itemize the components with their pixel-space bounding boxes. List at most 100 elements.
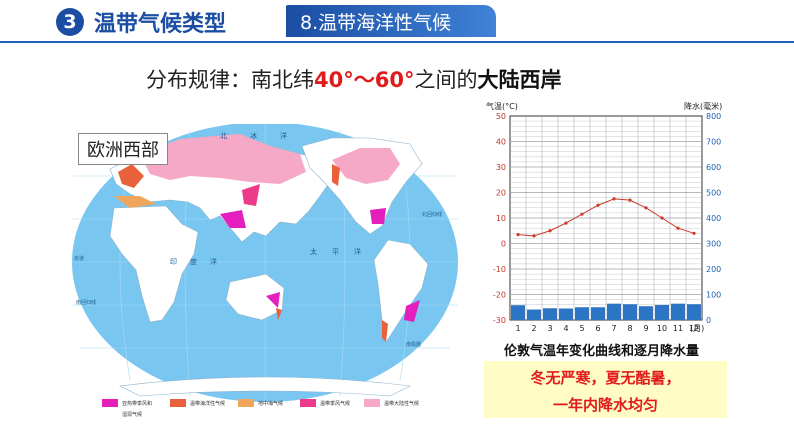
- precip-tick-label: 800: [706, 112, 721, 121]
- map-text-pacific3: 洋: [354, 247, 361, 256]
- zone-temperate-monsoon-asia: [242, 184, 260, 206]
- month-tick-label: 1: [515, 324, 520, 333]
- section-title: 温带气候类型: [94, 12, 227, 37]
- temperature-point-1: [516, 232, 520, 237]
- precip-bars: [511, 303, 701, 320]
- month-ticks: 1 2 3 4 5 6 7 8 9 10 11 12: [515, 324, 699, 333]
- precip-tick-label: 0: [706, 316, 711, 325]
- temp-tick-label: -30: [493, 316, 506, 325]
- temp-tick-label: 0: [501, 240, 506, 249]
- legend-label-temperate-monsoon: 温带季风气候: [320, 401, 351, 407]
- precip-tick-label: 500: [706, 189, 721, 198]
- map-text-tropic-capricorn: 南回归线: [76, 299, 96, 306]
- legend-swatch-subtropical: [102, 399, 118, 407]
- slide-header: 3 温带气候类型 8.温带海洋性气候: [0, 0, 794, 44]
- map-text-antarctic-circle: 南极圈: [406, 341, 421, 348]
- temp-axis-label: 气温(°C): [486, 101, 518, 111]
- precip-bar-10: [655, 304, 669, 320]
- legend-label-subtropical-2: 湿润气候: [122, 412, 143, 418]
- legend-swatch-maritime: [170, 399, 186, 407]
- temperature-point-7: [612, 197, 616, 201]
- map-text-indian3: 洋: [210, 257, 217, 266]
- climate-summary-line2: 一年内降水均匀: [552, 396, 658, 414]
- zone-subtropical-monsoon-na: [370, 208, 386, 224]
- map-legend: 亚热带季风和 湿润气候 温带海洋性气候 地中海气候 温带季风气候 温带大陆性气候: [102, 397, 452, 427]
- climate-summary-box: [484, 361, 727, 418]
- map-text-equator: 赤道: [74, 255, 84, 262]
- temp-tick-label: 50: [496, 112, 506, 121]
- temperature-point-6: [596, 203, 600, 207]
- legend-swatch-mediterranean: [238, 399, 254, 407]
- map-text-ocean1: 洋: [280, 131, 287, 140]
- temperature-point-9: [644, 206, 648, 210]
- month-tick-label: 12: [689, 324, 699, 333]
- precip-axis-label: 降水(毫米): [684, 101, 722, 111]
- month-tick-label: 6: [595, 324, 600, 333]
- map-text-indian1: 印: [170, 258, 177, 266]
- legend-label-mediterranean: 地中海气候: [258, 401, 284, 407]
- temperature-point-5: [580, 212, 584, 216]
- precip-tick-label: 400: [706, 214, 721, 223]
- section-number-badge: 3: [56, 8, 84, 36]
- temperature-point-11: [676, 226, 680, 230]
- header-divider: [0, 41, 794, 43]
- climate-summary-line1: 冬无严寒，夏无酷暑，: [530, 369, 681, 387]
- world-climate-map: 北 冰 洋 太 平 洋 印 度 洋 北回归线 赤道 南回归线 南极圈: [70, 122, 460, 432]
- temperature-point-4: [564, 221, 568, 225]
- legend-swatch-continental: [364, 399, 380, 407]
- month-tick-label: 3: [547, 324, 552, 333]
- map-text-ice: 冰: [250, 131, 257, 140]
- precip-bar-1: [511, 305, 525, 320]
- precip-bar-7: [607, 303, 621, 320]
- zone-temperate-continental-eurasia: [140, 134, 306, 184]
- map-label-western-europe: 欧洲西部: [78, 133, 168, 165]
- map-text-north: 北: [220, 132, 227, 140]
- temperature-curve: [516, 197, 696, 238]
- zone-mediterranean-europe: [114, 196, 156, 208]
- month-tick-label: 7: [611, 324, 616, 333]
- rule-place: 大陆西岸: [477, 68, 562, 92]
- temp-tick-label: 40: [496, 138, 506, 147]
- temp-tick-label: 20: [496, 189, 506, 198]
- temperature-line: [517, 198, 695, 237]
- month-tick-label: 4: [563, 324, 568, 333]
- legend-label-subtropical-1: 亚热带季风和: [122, 401, 153, 407]
- month-tick-label: 2: [531, 324, 536, 333]
- temperature-point-10: [660, 216, 664, 220]
- precip-tick-label: 600: [706, 163, 721, 172]
- map-text-pacific2: 平: [332, 248, 339, 256]
- rule-middle: 之间的: [414, 68, 478, 92]
- topic-tab-title: 8.温带海洋性气候: [300, 12, 452, 34]
- precip-bar-2: [527, 309, 541, 320]
- legend-swatch-temperate-monsoon: [300, 399, 316, 407]
- month-axis-unit: (月): [690, 324, 704, 333]
- zone-maritime-na: [332, 164, 340, 186]
- temperature-point-12: [692, 231, 696, 235]
- map-text-tropic-cancer: 北回归线: [422, 211, 442, 218]
- month-tick-label: 11: [673, 324, 683, 333]
- precip-bar-4: [559, 308, 573, 320]
- climate-zones: [114, 134, 420, 342]
- month-tick-label: 8: [627, 324, 632, 333]
- precip-tick-label: 100: [706, 291, 721, 300]
- distribution-rule: 分布规律：南北纬40°～60°之间的大陆西岸: [146, 64, 561, 94]
- temperature-point-3: [548, 229, 552, 233]
- rule-latitude-range: 40°～60°: [314, 68, 415, 92]
- legend-label-continental: 温带大陆性气候: [384, 401, 420, 407]
- month-tick-label: 5: [579, 324, 584, 333]
- chart-title: 伦敦气温年变化曲线和逐月降水量: [504, 344, 700, 359]
- precip-bar-3: [543, 308, 557, 320]
- precip-bar-11: [671, 303, 685, 320]
- precip-tick-label: 200: [706, 265, 721, 274]
- topic-tab: [286, 5, 496, 37]
- map-text-indian2: 度: [190, 257, 197, 266]
- precip-tick-label: 300: [706, 240, 721, 249]
- month-tick-label: 9: [643, 324, 648, 333]
- temp-tick-label: -10: [493, 265, 506, 274]
- precip-bar-8: [623, 304, 637, 320]
- zone-subtropical-monsoon-sa: [404, 300, 420, 322]
- precip-bar-5: [575, 307, 589, 320]
- zone-maritime-sa: [382, 320, 388, 342]
- zone-subtropical-monsoon-au: [266, 292, 280, 308]
